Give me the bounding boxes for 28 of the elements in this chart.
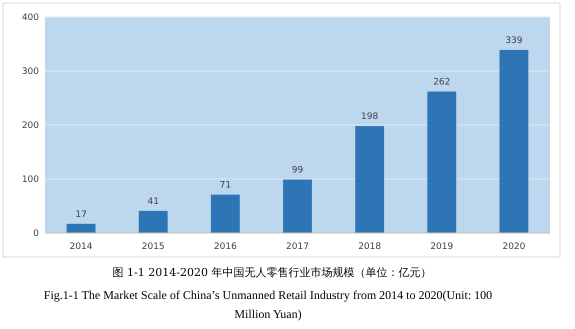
x-tick-label: 2017 [286, 242, 309, 252]
bar [500, 50, 528, 233]
y-tick-label: 400 [22, 13, 40, 24]
y-tick-label: 0 [33, 229, 40, 240]
bar [210, 194, 240, 233]
y-tick-label: 200 [22, 121, 40, 132]
data-label: 198 [361, 112, 378, 122]
bar [355, 126, 384, 233]
bar [427, 92, 456, 233]
data-label: 99 [292, 166, 304, 176]
data-label: 41 [147, 196, 159, 207]
x-tick-label: 2015 [142, 242, 165, 252]
data-label: 262 [433, 78, 450, 88]
text: Fig.1-1 The Market Scale of China’s Unmanned Retail Industry from 2014 to 2020(Unit: 100 Million Yuan) [44, 288, 492, 321]
bar [66, 224, 96, 233]
x-tick-label: 2019 [430, 242, 454, 252]
data-label: 17 [75, 210, 87, 220]
y-tick-label: 300 [22, 67, 40, 78]
x-tick-label: 2016 [214, 242, 238, 252]
bar [283, 180, 312, 233]
y-tick-label: 100 [22, 175, 40, 186]
bar [138, 210, 168, 233]
x-tick-label: 2014 [70, 242, 93, 252]
text: 图 1-1 2014-2020 年中国无人零售行业市场规模（单位：亿元） [112, 266, 432, 279]
x-tick-label: 2018 [358, 242, 382, 252]
x-tick-label: 2020 [502, 242, 526, 252]
data-label: 339 [505, 36, 523, 46]
data-label: 71 [220, 180, 232, 191]
